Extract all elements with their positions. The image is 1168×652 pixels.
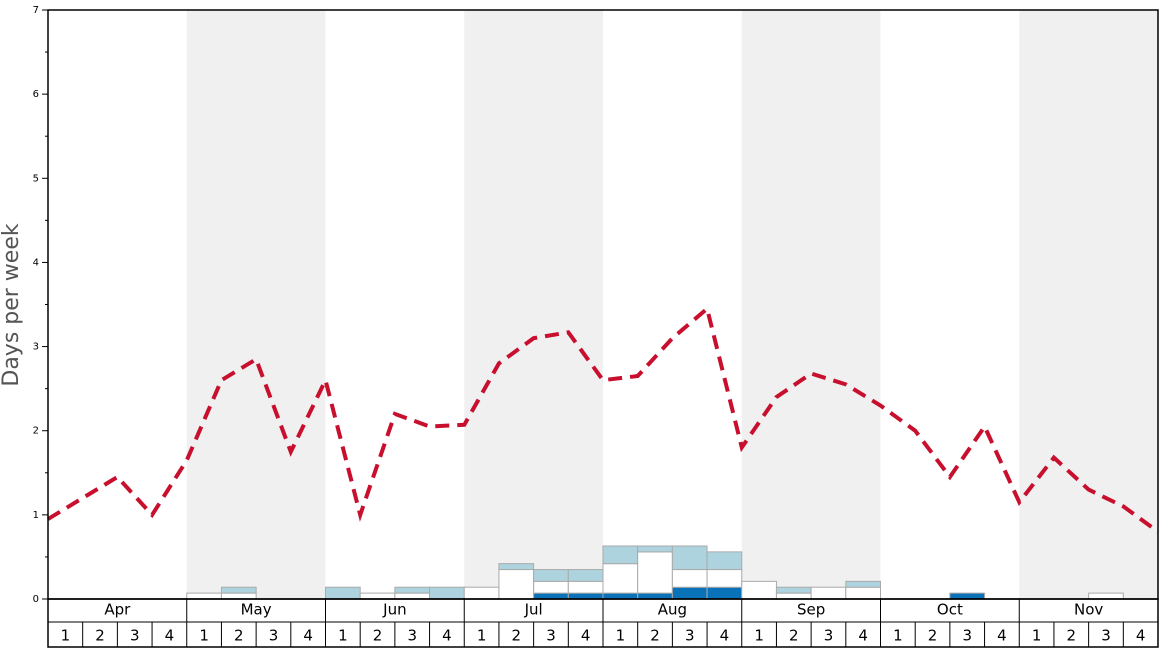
week-label: 4 — [720, 627, 730, 645]
month-label: Apr — [104, 601, 131, 619]
week-label: 3 — [546, 627, 556, 645]
month-shade — [741, 10, 881, 599]
bar-segment — [220, 586, 257, 594]
bar-segment — [949, 592, 986, 600]
trend-line — [46, 305, 1160, 534]
axis-frame — [47, 598, 1159, 648]
month-label: Sep — [797, 601, 825, 619]
bar-segment — [567, 592, 604, 600]
week-label: 4 — [165, 627, 175, 645]
week-label: 4 — [303, 627, 313, 645]
bar-segment — [394, 592, 431, 600]
y-tick-label: 3 — [33, 342, 39, 353]
bar-segment — [706, 586, 743, 600]
bar-segment — [637, 545, 673, 553]
week-label: 1 — [338, 627, 348, 645]
week-label: 1 — [199, 627, 209, 645]
week-label: 1 — [61, 627, 71, 645]
bar-segment — [220, 592, 257, 600]
week-label: 2 — [1067, 627, 1077, 645]
y-tick-label: 4 — [33, 257, 39, 268]
week-label: 4 — [581, 627, 591, 645]
bar-segment — [394, 586, 431, 594]
week-label: 3 — [1101, 627, 1111, 645]
bar-segment — [186, 592, 222, 600]
bar-segment — [845, 586, 881, 600]
week-label: 4 — [997, 627, 1007, 645]
month-shade — [1019, 10, 1158, 599]
bar-segment — [810, 586, 847, 600]
week-label: 3 — [962, 627, 972, 645]
bar-segment — [637, 551, 673, 594]
y-tick-label: 7 — [33, 5, 39, 16]
bar-segment — [741, 580, 777, 600]
week-label: 2 — [928, 627, 938, 645]
bar-segment — [498, 569, 535, 600]
week-label: 4 — [1136, 627, 1146, 645]
bar-segment — [602, 545, 639, 565]
y-axis-label: Days per week — [0, 223, 24, 386]
week-label: 1 — [754, 627, 764, 645]
bar-segment — [359, 592, 396, 600]
week-label: 3 — [824, 627, 834, 645]
bar-segment — [567, 580, 604, 594]
month-label: May — [241, 601, 272, 619]
bar-segment — [671, 545, 708, 571]
month-label: Oct — [937, 601, 963, 619]
month-label: Nov — [1074, 601, 1103, 619]
month-label: Aug — [658, 601, 687, 619]
week-label: 4 — [442, 627, 452, 645]
bar-segment — [533, 569, 569, 582]
week-label: 2 — [650, 627, 660, 645]
bar-segment — [533, 592, 569, 600]
bar-segment — [533, 580, 569, 594]
bar-segment — [637, 592, 673, 600]
bar-segment — [602, 563, 639, 594]
week-label: 2 — [373, 627, 383, 645]
bar-segment — [325, 586, 361, 600]
week-label: 2 — [512, 627, 522, 645]
bar-segment — [671, 569, 708, 588]
bar-segment — [706, 551, 743, 571]
week-label: 3 — [130, 627, 140, 645]
bar-segment — [775, 586, 812, 594]
week-label: 3 — [407, 627, 417, 645]
month-shade — [186, 10, 326, 599]
week-label: 4 — [858, 627, 868, 645]
month-label: Jun — [382, 601, 406, 619]
week-label: 1 — [1032, 627, 1042, 645]
month-label: Jul — [524, 601, 543, 619]
month-shade — [464, 10, 603, 599]
bar-segment — [1088, 592, 1124, 600]
bar-segment — [567, 569, 604, 582]
week-label: 2 — [234, 627, 244, 645]
bar-segment — [602, 592, 639, 600]
y-tick-label: 1 — [33, 510, 39, 521]
week-label: 2 — [95, 627, 105, 645]
bar-segment — [498, 563, 535, 571]
bar-segment — [463, 586, 500, 600]
y-tick-label: 0 — [33, 594, 39, 605]
bar-segment — [706, 569, 743, 588]
bar-segment — [429, 586, 465, 600]
week-label: 1 — [477, 627, 487, 645]
y-tick-label: 2 — [33, 426, 39, 437]
y-tick-label: 5 — [33, 173, 39, 184]
bar-segment — [775, 592, 812, 600]
week-label: 1 — [616, 627, 626, 645]
y-tick-label: 6 — [33, 89, 39, 100]
week-label: 1 — [893, 627, 903, 645]
bar-segment — [671, 586, 708, 600]
bar-segment — [845, 580, 881, 588]
week-label: 2 — [789, 627, 799, 645]
week-label: 3 — [269, 627, 279, 645]
week-label: 3 — [685, 627, 695, 645]
